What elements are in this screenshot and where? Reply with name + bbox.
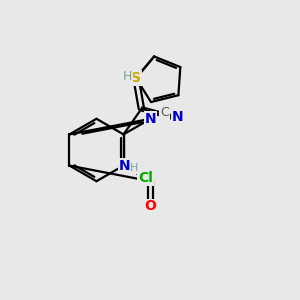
Text: S: S — [131, 71, 141, 85]
Text: H: H — [130, 163, 139, 173]
Text: N: N — [172, 110, 183, 124]
Text: O: O — [145, 200, 157, 214]
Text: C: C — [160, 106, 169, 119]
Text: Cl: Cl — [138, 171, 153, 185]
Text: N: N — [119, 159, 131, 172]
Text: H: H — [123, 70, 132, 83]
Text: N: N — [145, 112, 156, 126]
